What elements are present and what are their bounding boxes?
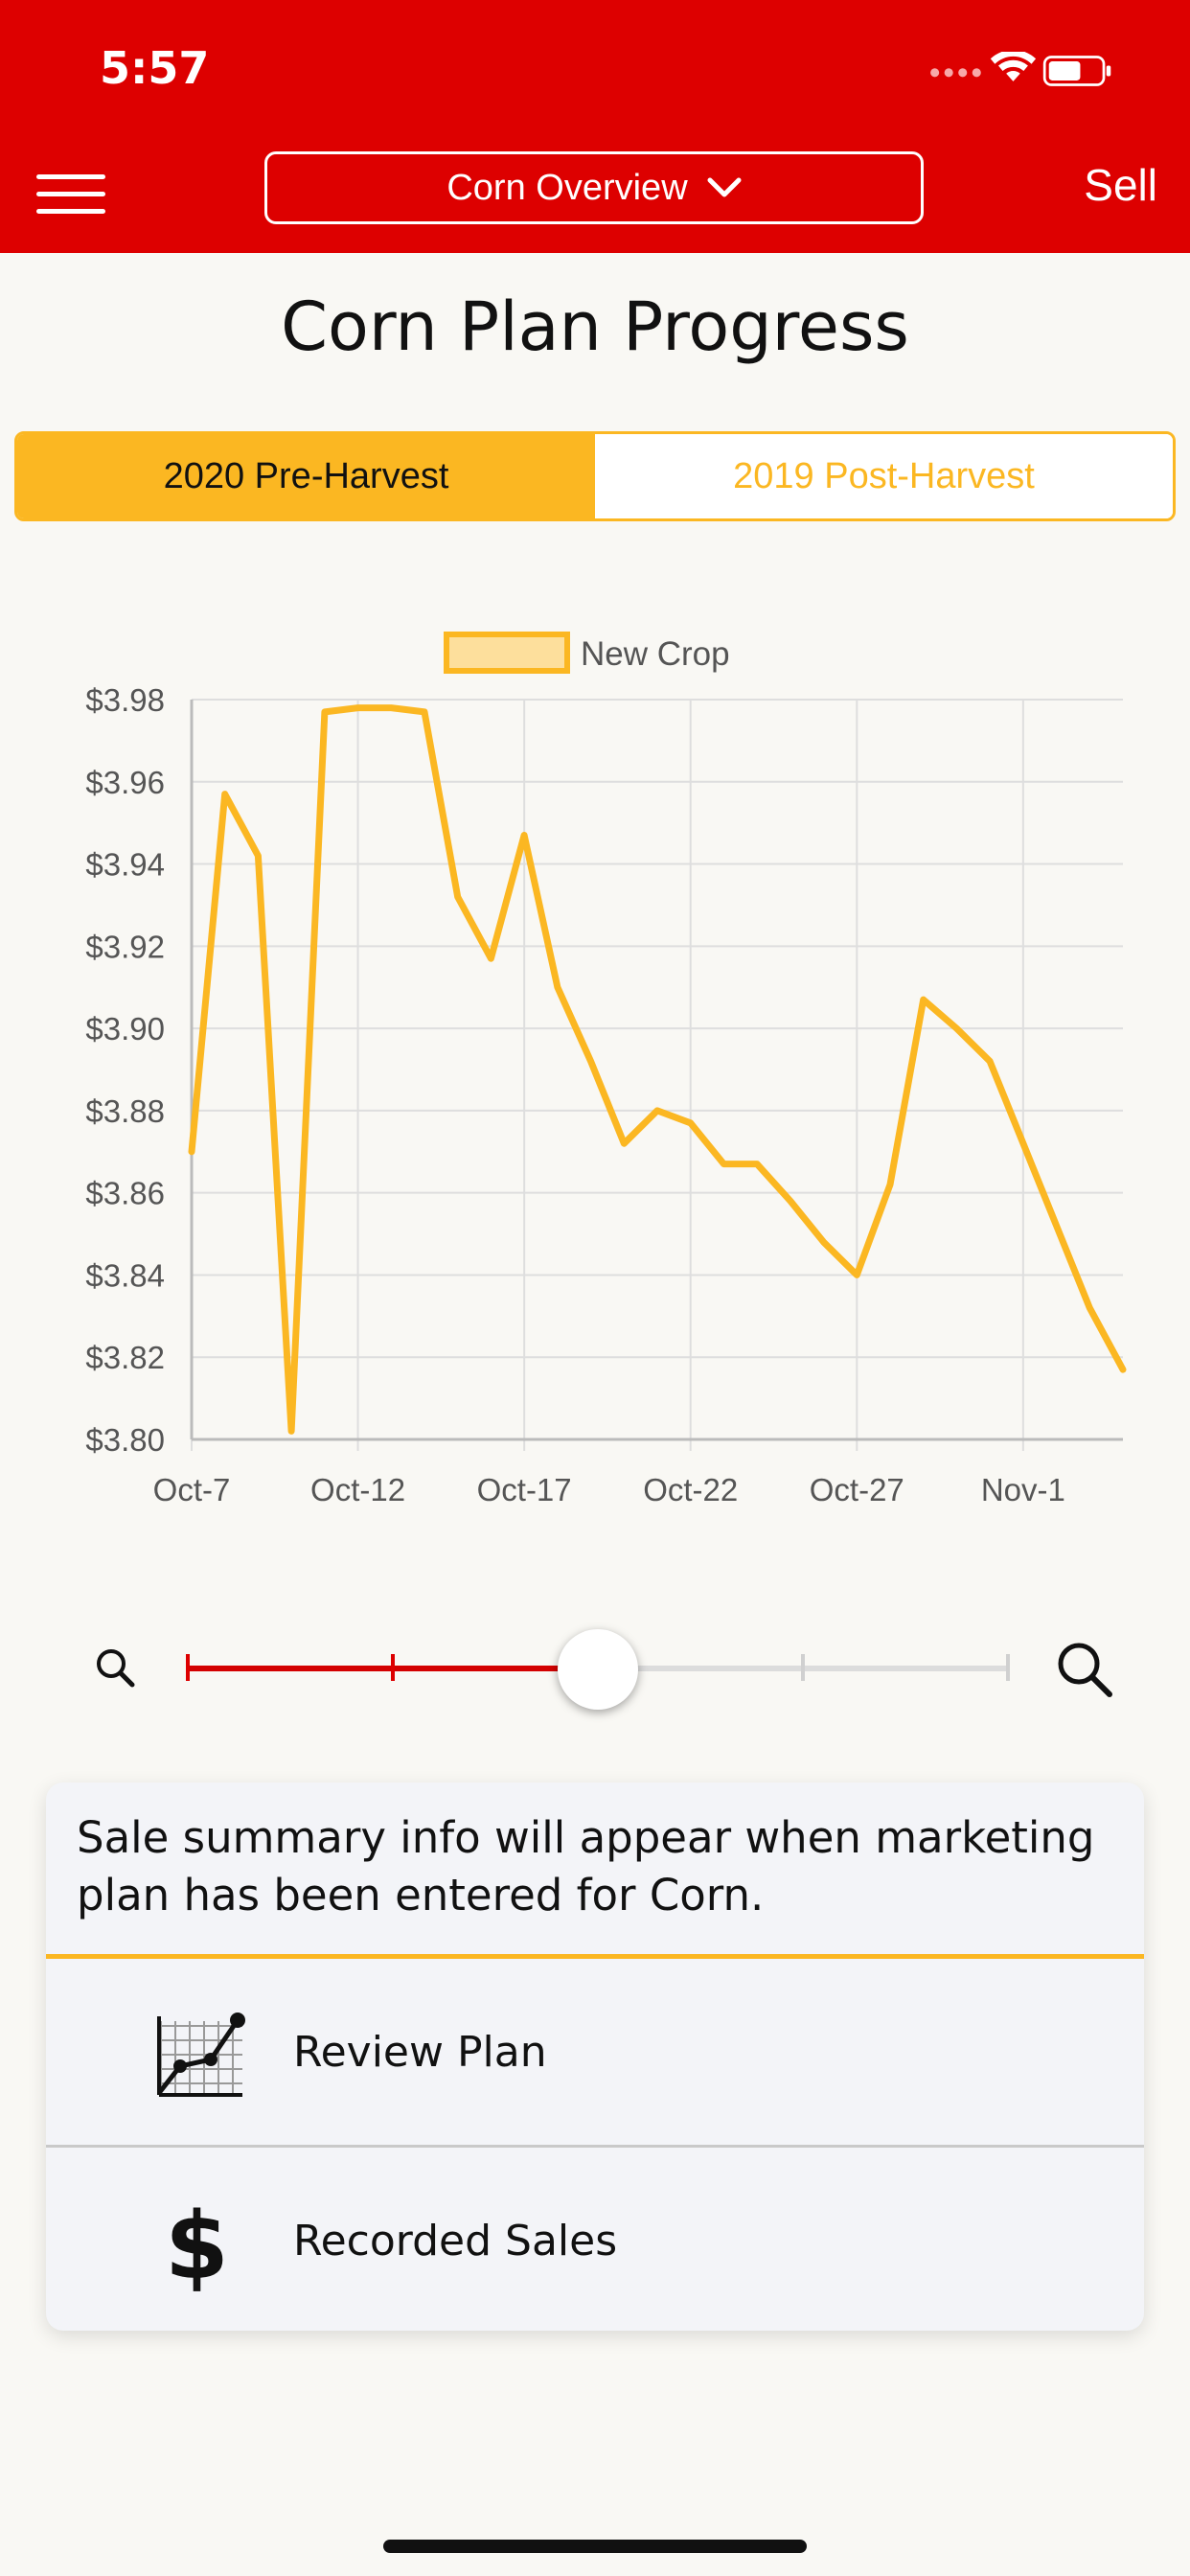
zoom-slider-tick — [186, 1654, 190, 1681]
y-tick-label: $3.90 — [85, 1011, 165, 1046]
magnifier-large-icon[interactable] — [1054, 1639, 1115, 1700]
y-tick-label: $3.96 — [85, 765, 165, 800]
chevron-down-icon — [707, 177, 742, 197]
season-segmented-control: 2020 Pre-Harvest 2019 Post-Harvest — [14, 431, 1176, 521]
sale-summary-card: Sale summary info will appear when marke… — [46, 1782, 1144, 2331]
zoom-slider-tick — [801, 1654, 805, 1681]
x-tick-label: Oct-27 — [810, 1472, 904, 1507]
zoom-slider-thumb[interactable] — [558, 1629, 638, 1710]
review-plan-row[interactable]: Review Plan — [46, 1959, 1144, 2145]
review-plan-label: Review Plan — [293, 2027, 547, 2077]
y-tick-label: $3.92 — [85, 929, 165, 964]
app-header: 5:57 Corn Overview Sell — [0, 0, 1190, 253]
y-tick-label: $3.80 — [85, 1422, 165, 1458]
chart-grid — [190, 699, 1123, 1451]
row-divider — [46, 2145, 1144, 2148]
y-tick-label: $3.84 — [85, 1257, 165, 1293]
x-tick-label: Oct-7 — [153, 1472, 231, 1507]
signal-icon — [930, 68, 981, 78]
y-tick-label: $3.86 — [85, 1176, 165, 1211]
page-title: Corn Plan Progress — [281, 288, 909, 366]
x-tick-label: Oct-22 — [643, 1472, 738, 1507]
price-line-chart: $3.98 $3.96 $3.94 $3.92 $3.90 $3.88 $3.86 $3.84… — [85, 632, 1127, 1507]
recorded-sales-row[interactable]: $ Recorded Sales — [46, 2148, 1144, 2331]
svg-text:$: $ — [165, 2196, 229, 2291]
chart-legend: New Crop — [444, 632, 730, 674]
overview-dropdown[interactable]: Corn Overview — [264, 151, 924, 224]
home-indicator — [383, 2540, 807, 2553]
legend-entry: New Crop — [581, 635, 730, 673]
zoom-slider-tick — [391, 1654, 395, 1681]
x-axis-ticks: Oct-7 Oct-12 Oct-17 Oct-22 Oct-27 Nov-1 — [153, 1472, 1065, 1507]
sale-summary-info: Sale summary info will appear when marke… — [46, 1782, 1144, 1959]
y-axis-ticks: $3.98 $3.96 $3.94 $3.92 $3.90 $3.88 $3.86 $3.84… — [85, 682, 165, 1458]
tab-2020-pre-harvest[interactable]: 2020 Pre-Harvest — [17, 434, 595, 518]
y-tick-label: $3.94 — [85, 847, 165, 883]
sell-button[interactable]: Sell — [1084, 160, 1157, 210]
y-tick-label: $3.88 — [85, 1093, 165, 1129]
chart-grid-icon — [157, 2012, 245, 2097]
magnifier-small-icon[interactable] — [94, 1646, 138, 1690]
x-tick-label: Nov-1 — [981, 1472, 1065, 1507]
zoom-slider-row — [0, 1620, 1190, 1715]
dropdown-label: Corn Overview — [446, 167, 688, 208]
status-time: 5:57 — [100, 42, 210, 94]
y-tick-label: $3.98 — [85, 682, 165, 718]
x-tick-label: Oct-17 — [477, 1472, 572, 1507]
battery-icon — [1042, 56, 1111, 86]
x-tick-label: Oct-12 — [310, 1472, 405, 1507]
zoom-slider-tick — [1006, 1654, 1010, 1681]
series-line-new-crop — [188, 704, 1127, 1435]
legend-swatch — [444, 632, 570, 674]
recorded-sales-label: Recorded Sales — [293, 2216, 618, 2266]
y-tick-label: $3.82 — [85, 1340, 165, 1375]
tab-2019-post-harvest[interactable]: 2019 Post-Harvest — [595, 434, 1173, 518]
hamburger-icon[interactable] — [36, 174, 105, 214]
dollar-icon: $ — [165, 2196, 229, 2291]
status-icons — [930, 52, 1111, 86]
wifi-icon — [990, 52, 1037, 81]
